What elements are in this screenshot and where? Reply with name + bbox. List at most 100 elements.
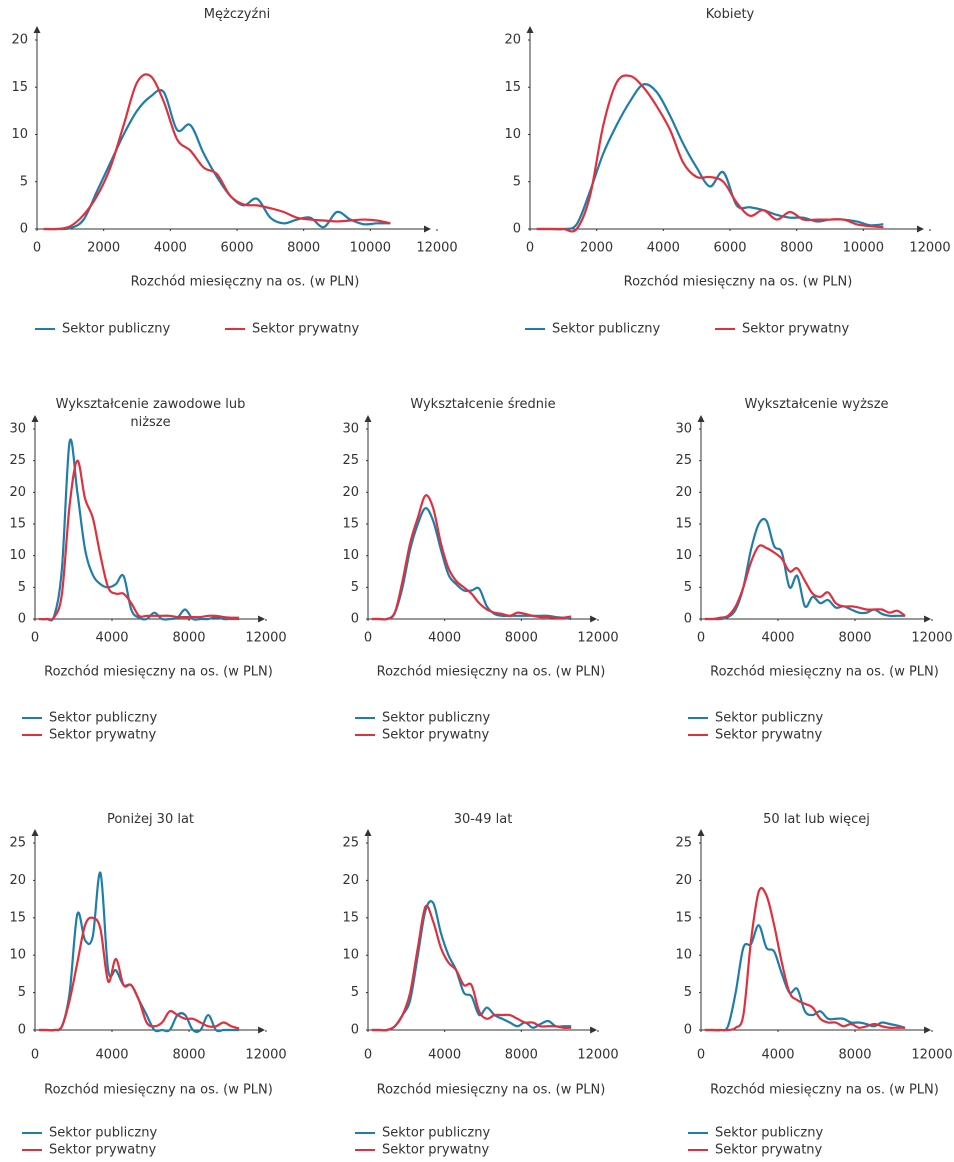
legend-label: Sektor prywatny [382,728,490,743]
x-tick-label: 12000 [911,631,952,646]
series-line [43,88,391,231]
x-tick-label: 8000 [172,631,205,646]
y-tick-label: 5 [684,985,692,1000]
y-axis-arrow [697,829,705,836]
chart-title: Wykształcenie wyższe [744,397,889,412]
x-tick-label: 2000 [580,241,613,256]
chart-title: Wykształcenie zawodowe lub niższe [55,397,246,430]
x-axis-label: Rozchód miesięczny na os. (w PLN) [710,665,939,680]
x-axis-arrow [424,225,431,233]
x-tick-label: 8000 [838,631,871,646]
y-tick-label: 20 [9,873,26,888]
x-tick-label: 0 [33,241,41,256]
y-tick-label: 25 [9,453,26,468]
series-line [371,904,572,1032]
y-tick-label: 5 [351,580,359,595]
y-tick-label: 10 [342,948,359,963]
x-tick-label: 8000 [505,631,538,646]
y-tick-label: 15 [342,910,359,925]
series-line [38,871,240,1033]
y-tick-label: 20 [675,485,692,500]
y-tick-label: 15 [504,80,521,95]
y-tick-label: 10 [675,548,692,563]
x-tick-label: 0 [364,631,372,646]
series-line [371,507,572,621]
x-axis-label: Rozchód miesięczny na os. (w PLN) [131,275,360,290]
x-tick-label: 12000 [909,241,950,256]
y-tick-label: 5 [684,580,692,595]
x-tick-label: 0 [31,631,39,646]
legend-label: Sektor publiczny [715,711,823,726]
y-tick-label: 0 [684,612,692,627]
x-tick-label: 4000 [154,241,187,256]
y-tick-label: 0 [18,612,26,627]
x-axis-arrow [258,615,266,623]
y-tick-label: 25 [342,836,359,851]
series-line [43,73,391,231]
legend-label: Sektor prywatny [49,728,157,743]
x-tick-label: 12000 [577,1048,618,1063]
x-tick-label: 8000 [505,1048,538,1063]
x-tick-label: 4000 [428,1048,461,1063]
series-line [38,916,240,1032]
x-tick-label: 12000 [245,1048,286,1063]
series-line [704,886,906,1032]
x-tick-label: 4000 [428,631,461,646]
y-tick-label: 5 [513,174,521,189]
y-tick-label: 25 [9,836,26,851]
legend-label: Sektor prywatny [49,1143,157,1158]
series-line [704,517,906,621]
y-tick-label: 10 [504,127,521,142]
y-tick-label: 10 [9,548,26,563]
x-tick-label: 12000 [245,631,286,646]
legend-label: Sektor publiczny [382,1126,490,1141]
x-tick-label: 0 [697,631,705,646]
x-tick-label: 10000 [350,241,391,256]
legend-label: Sektor publiczny [62,322,170,337]
legend-label: Sektor prywatny [715,728,823,743]
x-tick-label: 0 [364,1048,372,1063]
y-tick-label: 5 [18,580,26,595]
chart-title: Kobiety [705,7,755,22]
series-line [38,459,240,621]
x-axis-label: Rozchód miesięczny na os. (w PLN) [44,1083,273,1098]
series-line [38,438,240,622]
y-axis-arrow [364,829,372,836]
y-tick-label: 25 [675,836,692,851]
x-tick-label: 0 [31,1048,39,1063]
y-tick-label: 15 [675,910,692,925]
x-axis-arrow [590,615,598,623]
series-line [536,82,884,231]
y-tick-label: 10 [11,127,28,142]
legend-label: Sektor publiczny [49,711,157,726]
chart-title: Poniżej 30 lat [106,812,195,827]
x-axis-arrow [924,615,932,623]
x-tick-label: 12000 [911,1048,952,1063]
x-tick-label: 8000 [287,241,320,256]
x-axis-label: Rozchód miesięczny na os. (w PLN) [44,665,273,680]
x-axis-arrow [590,1026,598,1034]
chart-title: Wykształcenie średnie [410,397,556,412]
y-tick-label: 0 [351,612,359,627]
y-axis-arrow [33,26,41,33]
y-axis-arrow [31,829,39,836]
y-tick-label: 20 [11,33,28,48]
legend-label: Sektor publiczny [382,711,490,726]
y-tick-label: 30 [342,422,359,437]
x-tick-label: 4000 [95,631,128,646]
y-axis-arrow [526,26,534,33]
y-tick-label: 0 [20,222,28,237]
y-axis-arrow [31,415,39,422]
y-tick-label: 20 [342,873,359,888]
x-tick-label: 0 [526,241,534,256]
y-tick-label: 15 [11,80,28,95]
x-tick-label: 6000 [713,241,746,256]
y-tick-label: 10 [342,548,359,563]
x-tick-label: 10000 [843,241,884,256]
y-axis-arrow [697,415,705,422]
x-axis-label: Rozchód miesięczny na os. (w PLN) [710,1083,939,1098]
x-tick-label: 4000 [761,631,794,646]
x-axis-label: Rozchód miesięczny na os. (w PLN) [624,275,853,290]
